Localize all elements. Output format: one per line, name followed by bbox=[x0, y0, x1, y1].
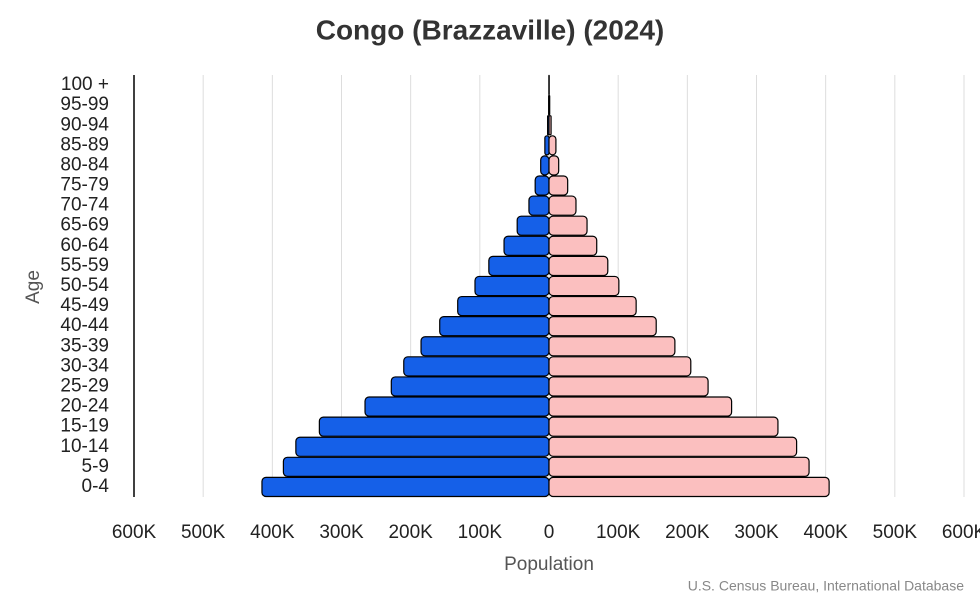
y-tick-label: 95-99 bbox=[60, 94, 109, 115]
y-tick-label: 90-94 bbox=[60, 114, 109, 135]
bar bbox=[403, 356, 550, 377]
bar bbox=[488, 255, 550, 277]
bar bbox=[540, 155, 550, 176]
x-tick-label: 600K bbox=[112, 522, 157, 543]
bar bbox=[364, 396, 550, 417]
bar bbox=[390, 376, 550, 397]
y-tick-label: 20-24 bbox=[60, 396, 109, 417]
bar bbox=[548, 215, 588, 236]
x-tick-label: 400K bbox=[803, 522, 848, 543]
bar bbox=[548, 376, 709, 397]
bar bbox=[534, 175, 550, 196]
x-axis-label: Population bbox=[504, 554, 594, 575]
x-tick-label: 100K bbox=[458, 522, 503, 543]
y-tick-label: 40-44 bbox=[60, 315, 109, 336]
x-tick-label: 200K bbox=[388, 522, 433, 543]
bar bbox=[295, 436, 550, 457]
chart-title: Congo (Brazzaville) (2024) bbox=[316, 14, 665, 45]
y-tick-label: 60-64 bbox=[60, 235, 109, 256]
bar bbox=[548, 295, 637, 317]
y-axis-label: Age bbox=[23, 270, 44, 304]
bar bbox=[548, 336, 676, 357]
y-tick-label: 30-34 bbox=[60, 355, 109, 376]
bar bbox=[548, 316, 657, 337]
bar bbox=[261, 476, 550, 498]
x-tick-label: 400K bbox=[250, 522, 295, 543]
x-tick-label: 300K bbox=[319, 522, 364, 543]
x-tick-label: 0 bbox=[544, 522, 555, 543]
bar bbox=[548, 476, 830, 498]
bar bbox=[548, 235, 598, 256]
y-tick-label: 65-69 bbox=[60, 215, 109, 236]
bar bbox=[548, 135, 557, 156]
y-tick-label: 45-49 bbox=[60, 295, 109, 316]
y-tick-label: 55-59 bbox=[60, 255, 109, 276]
bar bbox=[474, 275, 550, 297]
bar bbox=[548, 195, 577, 216]
y-tick-label: 10-14 bbox=[60, 436, 109, 457]
bar bbox=[544, 135, 550, 156]
bar bbox=[548, 436, 798, 457]
bar bbox=[548, 115, 552, 136]
y-tick-label: 15-19 bbox=[60, 416, 109, 437]
x-tick-label: 600K bbox=[942, 522, 980, 543]
y-tick-label: 100 + bbox=[61, 74, 109, 95]
bar bbox=[548, 416, 779, 437]
bar bbox=[548, 155, 560, 176]
bar bbox=[439, 316, 550, 337]
bar bbox=[503, 235, 550, 256]
bar bbox=[420, 336, 550, 357]
bar bbox=[548, 456, 810, 478]
x-tick-label: 300K bbox=[734, 522, 779, 543]
bar bbox=[318, 416, 550, 437]
y-tick-label: 70-74 bbox=[60, 195, 109, 216]
x-tick-label: 500K bbox=[181, 522, 226, 543]
y-tick-label: 25-29 bbox=[60, 375, 109, 396]
x-tick-label: 100K bbox=[596, 522, 641, 543]
y-tick-label: 5-9 bbox=[82, 456, 109, 477]
y-tick-label: 0-4 bbox=[82, 476, 110, 497]
y-tick-label: 50-54 bbox=[60, 275, 109, 296]
bar bbox=[548, 356, 692, 377]
bar bbox=[548, 94, 551, 116]
bar bbox=[282, 456, 550, 478]
bar bbox=[457, 295, 550, 317]
bar bbox=[548, 175, 569, 196]
bar bbox=[548, 275, 620, 297]
bar bbox=[548, 255, 609, 277]
y-tick-label: 75-79 bbox=[60, 175, 109, 196]
y-tick-label: 85-89 bbox=[60, 134, 109, 155]
source: U.S. Census Bureau, International Databa… bbox=[688, 578, 964, 594]
bar bbox=[528, 195, 550, 216]
x-tick-label: 500K bbox=[873, 522, 918, 543]
y-tick-label: 80-84 bbox=[60, 154, 109, 175]
bar bbox=[548, 396, 733, 417]
x-tick-label: 200K bbox=[665, 522, 710, 543]
bar bbox=[516, 215, 550, 236]
y-tick-label: 35-39 bbox=[60, 335, 109, 356]
